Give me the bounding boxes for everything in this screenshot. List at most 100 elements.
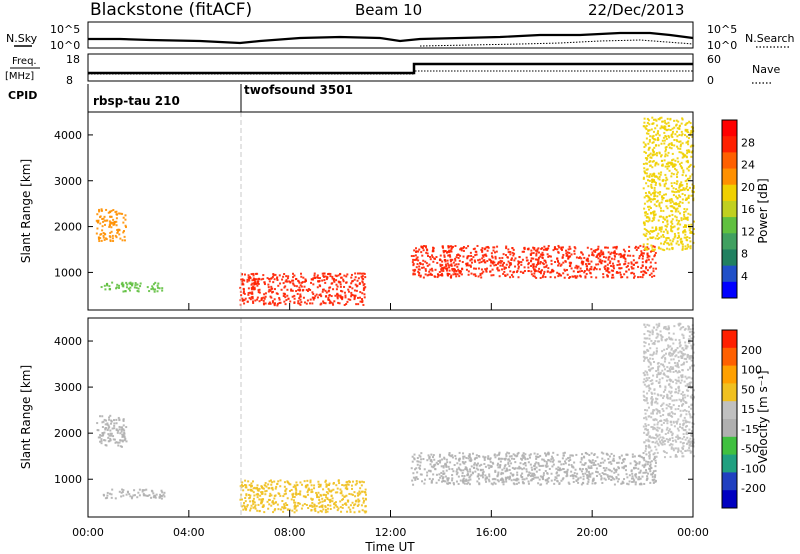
colorbar-swatch [722, 184, 737, 202]
power-colorbar: 28 24 20 16 12 8 4 [721, 119, 755, 299]
colorbar-swatch [722, 265, 737, 283]
echo-region [102, 488, 166, 500]
time-axis-label: Time UT [364, 540, 415, 554]
y-tick-label: 4000 [54, 129, 82, 142]
echo-region [95, 208, 127, 243]
colorbar-swatch [722, 120, 737, 137]
x-tick-label: 12:00 [375, 526, 407, 539]
power-panel: 1000 2000 3000 4000 Slant Range [km] [19, 111, 695, 311]
nave-trace [88, 70, 693, 75]
colorbar-tick-label: 20 [741, 181, 755, 194]
freq-label-line1: Freq. [12, 56, 37, 67]
colorbar-swatch [722, 401, 737, 420]
nave-tick-60: 60 [707, 53, 721, 66]
x-tick-label: 20:00 [576, 526, 608, 539]
noise-panel: N.Sky 10^5 10^0 10^5 10^0 N.Search [6, 21, 795, 52]
power-y-axis: 1000 2000 3000 4000 [54, 129, 693, 279]
y-tick-label: 2000 [54, 427, 82, 440]
colorbar-tick-label: -15 [741, 423, 759, 436]
x-tick-label: 00:00 [677, 526, 709, 539]
cpid-label: CPID [8, 89, 37, 102]
echo-region [239, 272, 367, 307]
nave-tick-0: 0 [707, 74, 714, 87]
echo-region [642, 322, 695, 459]
colorbar-swatch [722, 490, 737, 509]
station-title: Blackstone (fitACF) [90, 0, 252, 20]
x-tick-label: 08:00 [274, 526, 306, 539]
noise-tick-min-right: 10^0 [707, 39, 737, 52]
velocity-y-axis: 1000 2000 3000 4000 [54, 335, 693, 486]
power-echoes [95, 116, 695, 307]
colorbar-tick-label: 4 [741, 270, 748, 283]
colorbar-tick-label: 12 [741, 225, 755, 238]
echo-region [239, 479, 368, 514]
noise-tick-min-left: 10^0 [50, 39, 80, 52]
echo-region [100, 281, 164, 293]
freq-tick-18: 18 [66, 53, 80, 66]
velocity-colorbar: 200 100 50 15 -15 -50 -100 -200 [721, 329, 766, 509]
nave-label: Nave [752, 63, 780, 76]
echo-region [96, 414, 128, 448]
time-axis: 00:00 04:00 08:00 12:00 16:00 20:00 00:00 [72, 303, 709, 539]
frequency-panel: Freq. [MHz] 18 8 60 0 Nave [5, 53, 780, 87]
frequency-trace [88, 62, 693, 75]
echo-region [642, 116, 695, 252]
colorbar-swatch [722, 436, 737, 456]
nsky-trace [88, 31, 694, 45]
colorbar-tick-label: 16 [741, 203, 755, 216]
colorbar-tick-label: -50 [741, 443, 759, 456]
colorbar-tick-label: 15 [741, 403, 755, 416]
colorbar-swatch [722, 168, 737, 186]
colorbar-swatch [722, 347, 737, 367]
colorbar-swatch [722, 419, 737, 438]
colorbar-tick-label: 24 [741, 159, 755, 172]
colorbar-tick-label: 100 [741, 364, 762, 377]
freq-tick-8: 8 [66, 74, 73, 87]
colorbar-frame [721, 119, 738, 299]
beam-title: Beam 10 [355, 1, 422, 19]
y-tick-label: 3000 [54, 381, 82, 394]
colorbar-tick-label: 28 [741, 136, 755, 149]
nsky-label: N.Sky [6, 32, 38, 45]
colorbar-tick-label: -100 [741, 462, 766, 475]
y-tick-label: 4000 [54, 335, 82, 348]
cpid-segment-2: twofsound 3501 [244, 83, 353, 97]
colorbar-tick-label: 200 [741, 344, 762, 357]
colorbar-tick-label: 8 [741, 248, 748, 261]
nsearch-trace [419, 39, 694, 47]
x-tick-label: 04:00 [173, 526, 205, 539]
colorbar-swatch [722, 330, 737, 349]
x-tick-label: 16:00 [475, 526, 507, 539]
colorbar-swatch [722, 249, 737, 267]
x-tick-label: 00:00 [72, 526, 104, 539]
velocity-colorbar-label: Velocity [m s⁻¹] [756, 370, 770, 463]
colorbar-swatch [722, 454, 737, 473]
noise-tick-max-right: 10^5 [707, 23, 737, 36]
power-colorbar-label: Power [dB] [756, 178, 770, 243]
cpid-segment-1: rbsp-tau 210 [93, 94, 180, 108]
colorbar-tick-label: 50 [741, 383, 755, 396]
power-y-axis-label: Slant Range [km] [19, 159, 33, 263]
colorbar-swatch [722, 365, 737, 384]
echo-region [410, 451, 657, 486]
colorbar-swatch [722, 383, 737, 402]
y-tick-label: 2000 [54, 221, 82, 234]
nsearch-label: N.Search [745, 32, 795, 45]
y-tick-label: 1000 [54, 266, 82, 279]
colorbar-swatch [722, 281, 737, 299]
colorbar-swatch [722, 472, 737, 491]
date-title: 22/Dec/2013 [588, 1, 684, 19]
colorbar-swatch [722, 136, 737, 153]
y-tick-label: 1000 [54, 473, 82, 486]
colorbar-swatch [722, 152, 737, 170]
y-tick-label: 3000 [54, 175, 82, 188]
colorbar-frame [721, 329, 738, 509]
cpid-strip: CPID rbsp-tau 210 twofsound 3501 [8, 83, 353, 112]
velocity-echoes [96, 322, 695, 514]
colorbar-swatch [722, 200, 737, 218]
colorbar-tick-label: -200 [741, 482, 766, 495]
velocity-y-axis-label: Slant Range [km] [19, 365, 33, 469]
colorbar-swatch [722, 233, 737, 250]
colorbar-swatch [722, 217, 737, 234]
